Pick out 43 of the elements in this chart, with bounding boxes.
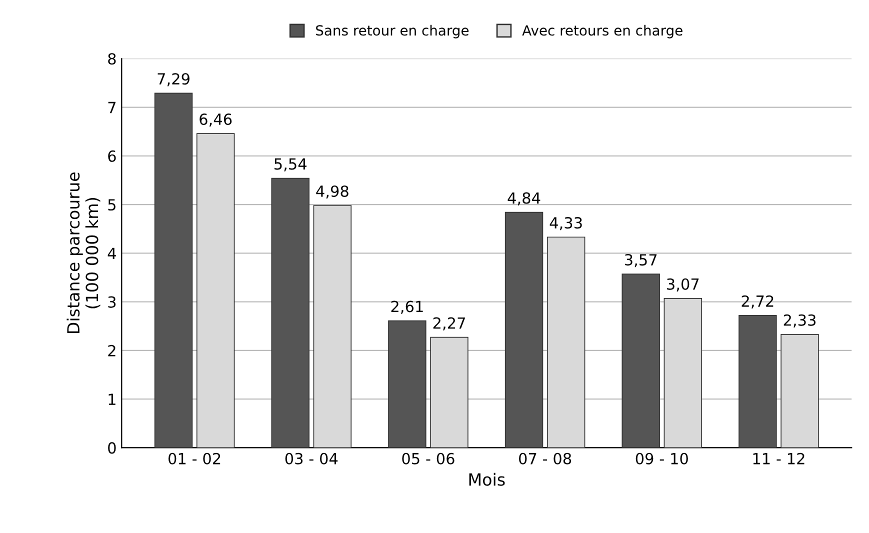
bar — [780, 334, 819, 448]
y-tick-label: 8 — [108, 53, 116, 65]
data-label: 2,72 — [742, 295, 774, 308]
data-label: 4,98 — [316, 185, 348, 199]
legend-label: Avec retours en charge — [522, 24, 682, 38]
data-label: 6,46 — [200, 113, 232, 127]
bar — [664, 298, 702, 448]
data-label: 2,33 — [784, 314, 816, 328]
data-label: 3,57 — [625, 254, 657, 268]
bar — [154, 92, 193, 448]
data-label: 5,54 — [274, 158, 307, 172]
x-tick-label: 09 - 10 — [636, 452, 688, 464]
x-tick-label: 03 - 04 — [285, 452, 338, 464]
data-label: 2,61 — [391, 300, 423, 314]
y-tick-label: 3 — [108, 296, 116, 308]
data-label: 4,33 — [550, 217, 582, 230]
data-label: 4,84 — [508, 192, 540, 206]
bar — [622, 274, 660, 448]
x-axis-title: Mois — [469, 472, 505, 486]
bar — [313, 205, 352, 448]
y-tick-label: 6 — [108, 150, 116, 162]
y-tick-label: 2 — [108, 344, 116, 356]
bar — [430, 336, 468, 448]
bar — [546, 236, 586, 448]
bar — [196, 133, 235, 448]
y-axis-title: Distance parcourue (100 000 km) — [66, 172, 100, 334]
y-tick-label: 7 — [108, 102, 116, 114]
bar — [271, 178, 310, 448]
x-tick-label: 01 - 02 — [168, 452, 220, 464]
y-tick-label: 0 — [108, 442, 116, 454]
data-label: 3,07 — [667, 278, 699, 292]
x-tick-label: 05 - 06 — [402, 452, 454, 464]
y-tick-label: 4 — [108, 248, 116, 259]
legend-label: Sans retour en charge — [316, 24, 469, 38]
y-tick-label: 1 — [108, 394, 116, 405]
data-label: 2,27 — [433, 317, 465, 330]
y-tick-label: 5 — [108, 199, 116, 211]
x-tick-label: 07 - 08 — [519, 452, 572, 464]
bar — [738, 315, 777, 448]
data-label: 7,29 — [158, 73, 190, 86]
bar — [504, 212, 544, 448]
bar — [388, 320, 426, 448]
x-tick-label: 11 - 12 — [753, 452, 804, 464]
